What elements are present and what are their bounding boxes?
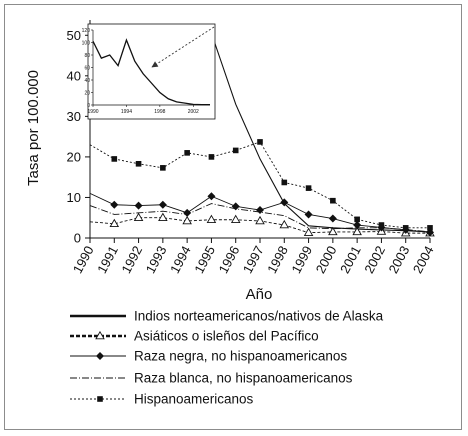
legend-label: Asiáticos o isleños del Pacífico xyxy=(134,329,319,344)
marker-solid-diamond xyxy=(158,200,167,209)
marker-dotted-square xyxy=(160,165,166,171)
marker-dashed-triangle xyxy=(279,219,290,229)
x-tick-label: 1992 xyxy=(118,243,145,276)
marker-legend-solid-diamond xyxy=(96,352,104,360)
inset-frame xyxy=(87,23,216,120)
x-tick-label: 1990 xyxy=(70,243,97,276)
inset-y-tick-label: 60 xyxy=(84,65,90,71)
marker-solid-diamond xyxy=(183,208,192,217)
series-line-dotted-square xyxy=(89,141,430,229)
legend-label: Raza negra, no hispanoamericanos xyxy=(134,349,347,364)
x-tick-label: 1999 xyxy=(288,243,315,276)
inset-y-tick-label: 0 xyxy=(87,103,90,109)
inset-series-line xyxy=(92,38,210,106)
marker-dashed-triangle xyxy=(158,212,168,221)
x-tick-label: 2003 xyxy=(386,243,413,276)
inset-x-tick-label: 1990 xyxy=(87,109,98,115)
legend: Indios norteamericanos/nativos de Alaska… xyxy=(70,309,384,407)
legend-label: Indios norteamericanos/nativos de Alaska xyxy=(134,309,384,324)
inset-x-tick-label: 2002 xyxy=(188,109,199,115)
x-tick-label: 2000 xyxy=(313,243,340,276)
marker-dashed-triangle xyxy=(328,226,338,236)
marker-solid-diamond xyxy=(280,198,289,207)
legend-label: Raza blanca, no hispanoamericanos xyxy=(134,371,353,386)
marker-dotted-square xyxy=(402,225,409,231)
marker-dotted-square xyxy=(330,197,336,204)
marker-solid-diamond xyxy=(328,214,337,223)
marker-solid-diamond xyxy=(134,201,143,210)
inset-x-tick-label: 1998 xyxy=(154,109,165,115)
y-tick-label: 0 xyxy=(74,231,81,246)
marker-legend-dashed-triangle xyxy=(95,330,105,340)
inset-y-tick-label: 80 xyxy=(84,53,90,59)
x-tick-label: 1997 xyxy=(240,243,267,276)
series-line-solid-thick xyxy=(210,33,431,233)
marker-dotted-square xyxy=(305,185,312,191)
main-series xyxy=(89,33,435,237)
y-tick-label: 30 xyxy=(67,109,81,124)
x-tick-label: 1995 xyxy=(191,243,218,276)
x-tick-label: 1993 xyxy=(143,243,170,276)
chart-frame xyxy=(4,4,462,430)
marker-dashed-triangle xyxy=(303,227,314,236)
marker-dashed-triangle xyxy=(206,214,217,224)
marker-dotted-square xyxy=(111,156,118,162)
marker-dashed-triangle xyxy=(182,215,192,225)
x-tick-label: 1998 xyxy=(264,243,291,276)
legend-label: Hispanoamericanos xyxy=(134,392,254,407)
marker-legend-dotted-square xyxy=(97,396,103,402)
marker-solid-diamond xyxy=(353,221,362,230)
x-tick-label: 2001 xyxy=(337,243,364,276)
marker-dotted-square xyxy=(257,139,263,145)
x-tick-label: 2002 xyxy=(361,243,388,276)
x-tick-label: 1991 xyxy=(94,243,121,276)
series-line-dashdot xyxy=(89,203,431,233)
y-tick-label: 40 xyxy=(67,68,81,83)
y-tick-label: 20 xyxy=(67,149,81,164)
marker-dashed-triangle xyxy=(109,218,120,228)
marker-dashed-triangle xyxy=(255,215,265,225)
inset-y-tick-label: 120 xyxy=(82,28,91,34)
pointer-arrow xyxy=(151,26,215,68)
marker-solid-diamond xyxy=(207,192,216,201)
inset-x-tick-label: 1994 xyxy=(121,109,132,115)
inset-y-tick-label: 20 xyxy=(84,90,90,96)
inset-y-tick-label: 100 xyxy=(82,40,91,46)
marker-dotted-square xyxy=(281,179,288,186)
main-axes: 0102030405019901991199219931994199519961… xyxy=(25,20,437,303)
marker-solid-diamond xyxy=(304,210,313,219)
marker-dotted-square xyxy=(135,161,142,167)
marker-dotted-square xyxy=(232,147,239,154)
marker-dotted-square xyxy=(378,222,385,228)
marker-dotted-square xyxy=(427,225,433,231)
inset-chart: 0 20 40 60 80 100 120 1990 1994 1998 2002 xyxy=(82,23,216,120)
x-tick-label: 2004 xyxy=(410,243,437,276)
y-tick-label: 10 xyxy=(67,190,81,205)
y-tick-label: 50 xyxy=(67,28,81,43)
x-tick-label: 1994 xyxy=(167,243,194,276)
marker-solid-diamond xyxy=(110,200,119,209)
marker-dashed-triangle xyxy=(230,214,241,224)
marker-dotted-square xyxy=(354,216,360,223)
marker-dotted-square xyxy=(208,154,215,160)
marker-dotted-square xyxy=(184,150,190,156)
inset-y-tick-label: 40 xyxy=(84,78,90,84)
y-axis-title: Tasa por 100.000 xyxy=(25,70,42,186)
x-tick-label: 1996 xyxy=(216,243,243,276)
marker-dashed-triangle xyxy=(352,226,362,236)
marker-dashed-triangle xyxy=(133,212,144,221)
x-axis-title: Año xyxy=(246,286,273,303)
